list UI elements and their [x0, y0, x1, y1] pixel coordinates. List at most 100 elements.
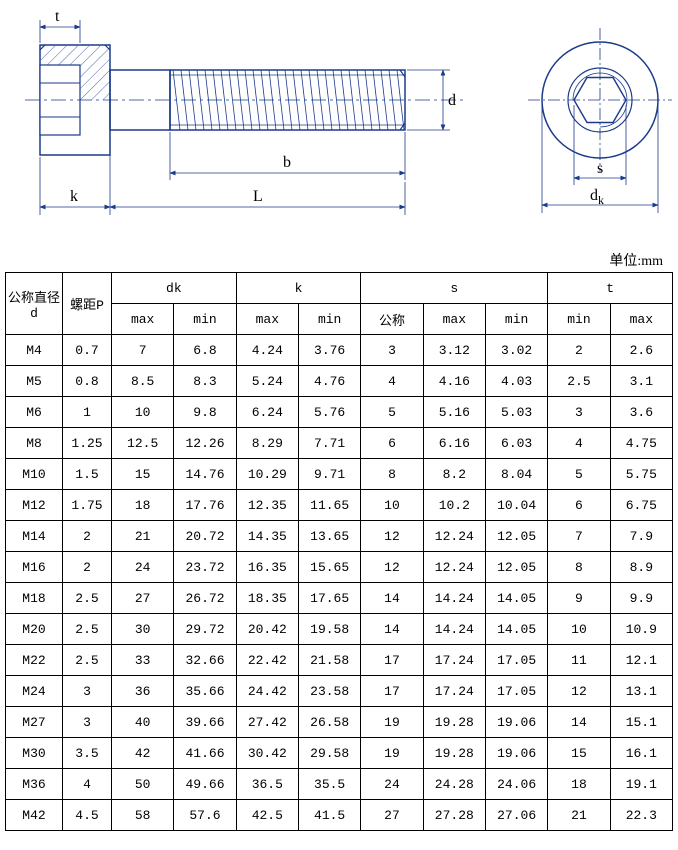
cell-t_max: 22.3 — [610, 800, 672, 831]
cell-t_min: 18 — [548, 769, 610, 800]
cell-p: 2 — [63, 552, 112, 583]
table-row: M121.751817.7612.3511.651010.210.0466.75 — [6, 490, 673, 521]
cell-p: 2.5 — [63, 583, 112, 614]
cell-d: M10 — [6, 459, 63, 490]
cell-dk_max: 27 — [112, 583, 174, 614]
table-row: M424.55857.642.541.52727.2827.062122.3 — [6, 800, 673, 831]
cell-t_max: 5.75 — [610, 459, 672, 490]
dim-k: k — [70, 188, 78, 205]
cell-s_nom: 5 — [361, 397, 423, 428]
cell-k_min: 41.5 — [298, 800, 360, 831]
cell-k_min: 7.71 — [298, 428, 360, 459]
cell-dk_min: 57.6 — [174, 800, 236, 831]
cell-d: M14 — [6, 521, 63, 552]
cell-p: 1.25 — [63, 428, 112, 459]
cell-dk_min: 20.72 — [174, 521, 236, 552]
cell-d: M22 — [6, 645, 63, 676]
cell-k_min: 5.76 — [298, 397, 360, 428]
table-header-row-1: 公称直径 d 螺距P dk k s t — [6, 273, 673, 304]
cell-t_min: 15 — [548, 738, 610, 769]
cell-t_min: 5 — [548, 459, 610, 490]
cell-t_min: 6 — [548, 490, 610, 521]
cell-t_min: 8 — [548, 552, 610, 583]
cell-s_min: 10.04 — [485, 490, 547, 521]
cell-s_min: 6.03 — [485, 428, 547, 459]
cell-k_min: 3.76 — [298, 335, 360, 366]
cell-s_min: 17.05 — [485, 645, 547, 676]
cell-k_max: 30.42 — [236, 738, 298, 769]
header-s-max: max — [423, 304, 485, 335]
cell-d: M12 — [6, 490, 63, 521]
cell-s_nom: 8 — [361, 459, 423, 490]
dim-L: L — [253, 188, 263, 205]
header-s-min: min — [485, 304, 547, 335]
header-t-min: min — [548, 304, 610, 335]
cell-k_min: 21.58 — [298, 645, 360, 676]
cell-d: M36 — [6, 769, 63, 800]
cell-d: M5 — [6, 366, 63, 397]
cell-t_max: 6.75 — [610, 490, 672, 521]
cell-k_max: 22.42 — [236, 645, 298, 676]
cell-s_max: 17.24 — [423, 676, 485, 707]
table-row: M1622423.7216.3515.651212.2412.0588.9 — [6, 552, 673, 583]
cell-p: 3 — [63, 676, 112, 707]
cell-s_min: 27.06 — [485, 800, 547, 831]
cell-k_max: 27.42 — [236, 707, 298, 738]
cell-t_max: 9.9 — [610, 583, 672, 614]
cell-p: 1.75 — [63, 490, 112, 521]
cell-s_nom: 10 — [361, 490, 423, 521]
header-dk-min: min — [174, 304, 236, 335]
cell-s_min: 14.05 — [485, 614, 547, 645]
cell-d: M18 — [6, 583, 63, 614]
cell-dk_min: 49.66 — [174, 769, 236, 800]
cell-k_min: 26.58 — [298, 707, 360, 738]
cell-d: M8 — [6, 428, 63, 459]
table-row: M182.52726.7218.3517.651414.2414.0599.9 — [6, 583, 673, 614]
dimensions-table: 公称直径 d 螺距P dk k s t max min max min 公称 m… — [5, 272, 673, 831]
cell-dk_min: 26.72 — [174, 583, 236, 614]
cell-k_min: 9.71 — [298, 459, 360, 490]
cell-s_min: 5.03 — [485, 397, 547, 428]
cell-t_min: 12 — [548, 676, 610, 707]
cell-s_min: 12.05 — [485, 552, 547, 583]
cell-s_max: 10.2 — [423, 490, 485, 521]
cell-s_min: 17.05 — [485, 676, 547, 707]
cell-dk_max: 8.5 — [112, 366, 174, 397]
cell-s_max: 3.12 — [423, 335, 485, 366]
cell-t_min: 10 — [548, 614, 610, 645]
cell-d: M16 — [6, 552, 63, 583]
bolt-drawing-svg: t d b k L s dk — [5, 5, 673, 245]
table-row: M2734039.6627.4226.581919.2819.061415.1 — [6, 707, 673, 738]
cell-s_max: 12.24 — [423, 552, 485, 583]
cell-dk_min: 29.72 — [174, 614, 236, 645]
table-body: M40.776.84.243.7633.123.0222.6M50.88.58.… — [6, 335, 673, 831]
cell-p: 4 — [63, 769, 112, 800]
header-k: k — [236, 273, 361, 304]
header-t-max: max — [610, 304, 672, 335]
cell-t_max: 12.1 — [610, 645, 672, 676]
cell-s_nom: 17 — [361, 645, 423, 676]
cell-t_max: 13.1 — [610, 676, 672, 707]
cell-s_max: 12.24 — [423, 521, 485, 552]
cell-s_max: 19.28 — [423, 707, 485, 738]
cell-t_min: 3 — [548, 397, 610, 428]
table-row: M202.53029.7220.4219.581414.2414.051010.… — [6, 614, 673, 645]
cell-s_min: 19.06 — [485, 707, 547, 738]
cell-dk_max: 7 — [112, 335, 174, 366]
cell-s_min: 19.06 — [485, 738, 547, 769]
cell-k_max: 6.24 — [236, 397, 298, 428]
cell-t_max: 16.1 — [610, 738, 672, 769]
dim-dk: dk — [590, 187, 604, 207]
table-row: M3645049.6636.535.52424.2824.061819.1 — [6, 769, 673, 800]
cell-dk_max: 10 — [112, 397, 174, 428]
cell-dk_min: 41.66 — [174, 738, 236, 769]
cell-t_min: 9 — [548, 583, 610, 614]
cell-dk_max: 15 — [112, 459, 174, 490]
header-s: s — [361, 273, 548, 304]
cell-k_max: 10.29 — [236, 459, 298, 490]
cell-s_max: 4.16 — [423, 366, 485, 397]
header-s-nom: 公称 — [361, 304, 423, 335]
cell-s_nom: 14 — [361, 614, 423, 645]
cell-k_max: 5.24 — [236, 366, 298, 397]
table-row: M1422120.7214.3513.651212.2412.0577.9 — [6, 521, 673, 552]
